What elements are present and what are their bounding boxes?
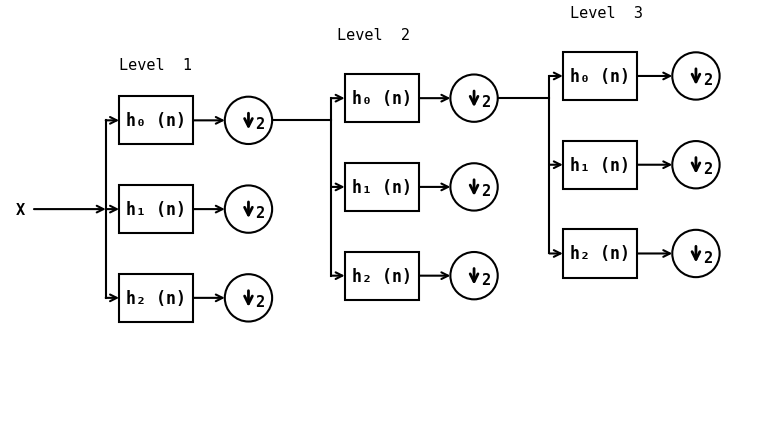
Text: 2: 2 <box>703 73 712 88</box>
Text: h₁ (n): h₁ (n) <box>352 178 412 197</box>
FancyBboxPatch shape <box>562 53 636 101</box>
Text: Level  2: Level 2 <box>337 28 410 43</box>
Text: 2: 2 <box>255 206 265 220</box>
Circle shape <box>225 275 272 322</box>
FancyBboxPatch shape <box>119 274 193 322</box>
Text: h₂ (n): h₂ (n) <box>126 289 186 307</box>
Text: 2: 2 <box>481 184 490 198</box>
Text: h₀ (n): h₀ (n) <box>352 90 412 108</box>
Circle shape <box>225 98 272 145</box>
Text: h₁ (n): h₁ (n) <box>126 201 186 219</box>
Text: h₁ (n): h₁ (n) <box>569 156 630 174</box>
Text: 2: 2 <box>255 294 265 309</box>
FancyBboxPatch shape <box>562 230 636 278</box>
FancyBboxPatch shape <box>119 186 193 233</box>
Circle shape <box>672 53 720 100</box>
FancyBboxPatch shape <box>345 164 419 211</box>
Circle shape <box>225 186 272 233</box>
Text: 2: 2 <box>703 161 712 176</box>
FancyBboxPatch shape <box>562 141 636 189</box>
Text: 2: 2 <box>703 250 712 265</box>
Text: 2: 2 <box>481 272 490 287</box>
Circle shape <box>450 76 498 122</box>
Circle shape <box>450 164 498 211</box>
Text: h₀ (n): h₀ (n) <box>126 112 186 130</box>
Text: 2: 2 <box>255 117 265 132</box>
FancyBboxPatch shape <box>119 97 193 145</box>
Circle shape <box>672 142 720 189</box>
Text: X: X <box>16 202 25 217</box>
Text: 2: 2 <box>481 95 490 110</box>
FancyBboxPatch shape <box>345 75 419 123</box>
Text: h₂ (n): h₂ (n) <box>569 245 630 263</box>
Text: Level  3: Level 3 <box>570 6 643 21</box>
Circle shape <box>672 230 720 277</box>
Text: h₂ (n): h₂ (n) <box>352 267 412 285</box>
Circle shape <box>450 253 498 299</box>
Text: h₀ (n): h₀ (n) <box>569 68 630 86</box>
Text: Level  1: Level 1 <box>119 57 192 72</box>
FancyBboxPatch shape <box>345 252 419 300</box>
